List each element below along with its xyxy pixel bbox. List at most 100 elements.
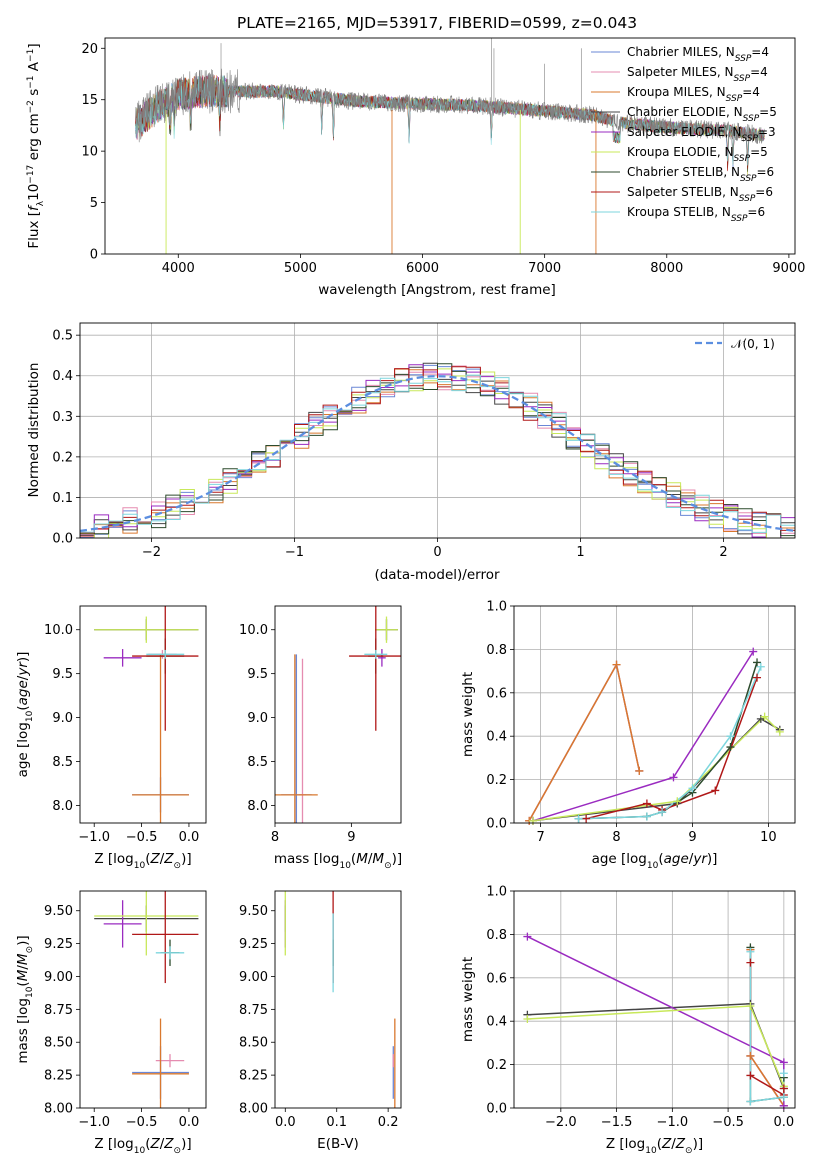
y-axis-label: age [log10(age/yr)] bbox=[15, 652, 35, 778]
series-line-kroupa-elodie bbox=[527, 1005, 785, 1087]
y-tick-label: 1.0 bbox=[486, 885, 507, 900]
axes-frame bbox=[79, 890, 207, 1109]
x-tick-label: 9 bbox=[347, 830, 355, 845]
y-tick-label: 0.0 bbox=[52, 532, 73, 547]
series-line-kroupa-miles bbox=[749, 949, 785, 1107]
marker-plus bbox=[726, 732, 735, 741]
x-tick-label: 2 bbox=[719, 545, 727, 560]
marker-plus bbox=[612, 660, 621, 669]
x-tick-label: 0.0 bbox=[179, 830, 200, 845]
marker-plus bbox=[642, 799, 651, 808]
y-tick-label: 9.00 bbox=[44, 970, 73, 985]
y-tick-label: 0.0 bbox=[486, 817, 507, 832]
y-tick-label: 9.5 bbox=[247, 667, 268, 682]
marker-plus bbox=[779, 1084, 788, 1093]
y-axis-label: mass weight bbox=[460, 672, 476, 757]
y-tick-label: 9.25 bbox=[44, 937, 73, 952]
y-tick-label: 8.75 bbox=[239, 1003, 268, 1018]
x-axis-label: wavelength [Angstrom, rest frame] bbox=[318, 282, 556, 298]
legend-entry: Chabrier ELODIE, NSSP=5 bbox=[627, 105, 777, 124]
y-axis-label: Normed distribution bbox=[26, 363, 42, 498]
plot-area bbox=[135, 38, 765, 254]
x-tick-label: −0.5 bbox=[126, 830, 158, 845]
x-tick-label: 10 bbox=[760, 830, 777, 845]
x-tick-label: 1 bbox=[576, 545, 584, 560]
y-tick-label: 8.25 bbox=[239, 1069, 268, 1084]
axes-frame bbox=[513, 605, 796, 824]
marker-plus bbox=[749, 647, 758, 656]
x-tick-label: −2 bbox=[142, 545, 161, 560]
marker-plus bbox=[669, 773, 678, 782]
plot-area bbox=[275, 606, 401, 823]
x-tick-label: 8 bbox=[612, 830, 620, 845]
marker-plus bbox=[523, 1015, 532, 1024]
x-tick-label: 7 bbox=[536, 830, 544, 845]
y-tick-label: 0.2 bbox=[486, 1058, 507, 1073]
legend-entry: Salpeter MILES, NSSP=4 bbox=[627, 65, 768, 84]
x-axis-label: Z [log10(Z/Z⊙)] bbox=[606, 1136, 703, 1156]
series-line-salpeter-miles bbox=[528, 662, 641, 822]
x-tick-label: −1.0 bbox=[78, 1115, 110, 1130]
marker-plus bbox=[775, 727, 784, 736]
marker-plus bbox=[635, 766, 644, 775]
marker-plus bbox=[642, 812, 651, 821]
y-tick-label: 10 bbox=[81, 145, 98, 160]
x-tick-label: 0.0 bbox=[275, 1115, 296, 1130]
legend-entry: Chabrier MILES, NSSP=4 bbox=[627, 45, 769, 64]
figure-title: PLATE=2165, MJD=53917, FIBERID=0599, z=0… bbox=[237, 14, 637, 32]
x-tick-label: −1 bbox=[285, 545, 304, 560]
y-tick-label: 0.2 bbox=[52, 450, 73, 465]
y-tick-label: 9.0 bbox=[52, 711, 73, 726]
y-tick-label: 0 bbox=[90, 248, 98, 263]
plot-area bbox=[80, 362, 795, 538]
panel-age-vs-Z: −1.0 −0.5 0.0 8.0 8.5 9.0 9.5 10.0 Z [log10(Z/Z⊙… bbox=[15, 605, 207, 871]
marker-plus bbox=[779, 1101, 788, 1110]
y-tick-label: 8.75 bbox=[44, 1003, 73, 1018]
series-line-kroupa-elodie bbox=[532, 715, 781, 822]
axes-frame bbox=[274, 605, 402, 824]
series-line-chabrier-miles bbox=[528, 662, 641, 822]
y-tick-label: 0.2 bbox=[486, 773, 507, 788]
legend-entry: Kroupa ELODIE, NSSP=5 bbox=[627, 145, 768, 164]
x-tick-label: 0.0 bbox=[179, 1115, 200, 1130]
y-tick-label: 9.50 bbox=[44, 904, 73, 919]
marker-plus bbox=[711, 786, 720, 795]
series-line-salpeter-stelib bbox=[585, 677, 758, 820]
marker-plus bbox=[756, 662, 765, 671]
legend-entry: Kroupa STELIB, NSSP=6 bbox=[627, 205, 765, 224]
x-tick-label: −1.0 bbox=[78, 830, 110, 845]
y-tick-label: 0.4 bbox=[486, 730, 507, 745]
y-axis-label: mass weight bbox=[460, 957, 476, 1042]
series-line-chabrier-elodie bbox=[532, 717, 781, 822]
y-tick-label: 8.5 bbox=[52, 755, 73, 770]
marker-plus bbox=[753, 658, 762, 667]
series-line-chabrier-miles bbox=[749, 949, 785, 1107]
axes-frame bbox=[274, 890, 402, 1109]
marker-plus bbox=[779, 1069, 788, 1078]
y-tick-label: 8.0 bbox=[52, 799, 73, 814]
axes-frame bbox=[79, 605, 207, 824]
marker-plus bbox=[746, 1097, 755, 1106]
y-tick-label: 0.4 bbox=[52, 369, 73, 384]
x-tick-label: 8 bbox=[271, 830, 279, 845]
x-axis-label: mass [log10(M/M⊙)] bbox=[274, 851, 402, 871]
series-line-salpeter-miles bbox=[749, 949, 785, 1107]
x-axis-label: Z [log10(Z/Z⊙)] bbox=[94, 851, 191, 871]
y-tick-label: 9.0 bbox=[247, 711, 268, 726]
legend-entry: Salpeter ELODIE, NSSP=3 bbox=[627, 125, 776, 144]
marker-plus bbox=[574, 814, 583, 823]
y-tick-label: 9.50 bbox=[239, 904, 268, 919]
legend-entry: Kroupa MILES, NSSP=4 bbox=[627, 85, 760, 104]
x-tick-label: −0.5 bbox=[712, 1115, 744, 1130]
y-tick-label: 5 bbox=[90, 196, 98, 211]
plot-area bbox=[94, 606, 199, 823]
panel-mass-weight-vs-Z: −2.0 −1.5 −1.0 −0.5 0.0 0.0 0.2 0.4 0.6 0.8 1.0 Z [… bbox=[460, 885, 796, 1156]
marker-plus bbox=[779, 1093, 788, 1102]
marker-plus bbox=[673, 797, 682, 806]
marker-plus bbox=[746, 1071, 755, 1080]
y-tick-label: 1.0 bbox=[486, 600, 507, 615]
y-tick-label: 8.00 bbox=[44, 1102, 73, 1117]
legend-entry: Chabrier STELIB, NSSP=6 bbox=[627, 165, 774, 184]
y-tick-label: 8.00 bbox=[239, 1102, 268, 1117]
